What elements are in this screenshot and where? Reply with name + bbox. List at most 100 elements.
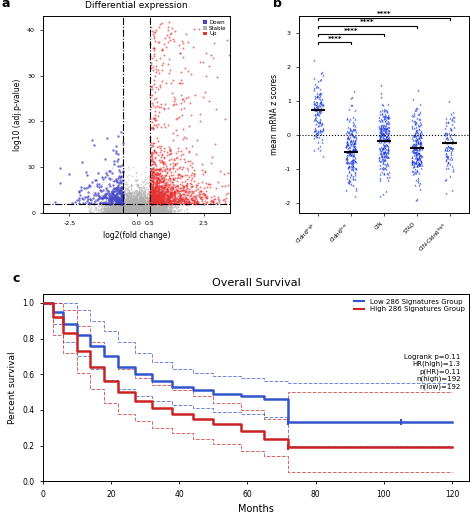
Point [132,205,140,214]
Point [166,147,174,155]
Point [113,205,121,213]
Point [188,70,195,78]
Point [175,191,182,200]
Point [150,193,157,202]
Point [224,189,232,198]
Point [134,206,142,215]
Point [144,207,152,215]
Point [138,208,146,217]
Point [168,202,175,211]
Point [120,206,128,214]
Point [155,207,163,215]
Point [149,200,157,208]
Point [132,209,139,217]
Point [119,201,127,209]
Point [110,205,118,214]
Point [123,207,130,215]
Point [137,194,144,203]
Point [99,196,106,205]
Point [149,208,157,217]
Point [124,205,132,213]
Point [126,207,134,216]
Point [161,205,168,213]
Point [122,204,130,213]
Point [418,150,425,159]
Point [381,135,389,144]
Point [136,205,144,214]
Point [136,193,143,201]
Point [122,208,129,216]
Point [157,196,165,204]
Point [128,202,136,211]
Point [141,207,148,215]
Point [146,208,153,216]
Point [140,202,148,211]
Point [152,205,160,214]
Point [150,208,158,216]
Point [102,203,109,212]
Point [125,194,133,202]
Point [139,202,147,210]
Point [158,194,166,202]
Point [138,208,146,216]
Point [159,204,167,213]
Point [131,207,139,215]
Point [157,123,164,131]
Point [145,206,152,215]
Point [180,97,188,105]
Point [167,199,175,208]
Point [132,208,139,216]
Point [149,196,156,204]
Point [141,208,148,216]
Point [126,193,134,202]
Point [106,192,114,200]
Point [145,208,152,216]
Point [118,209,126,217]
Point [132,204,140,213]
Point [113,197,120,206]
Point [130,206,138,215]
Point [379,110,386,118]
Point [189,192,196,200]
Point [132,202,139,211]
Point [109,208,117,217]
Point [315,83,322,92]
Point [131,204,139,213]
Point [141,197,148,206]
Point [158,202,166,210]
Point [319,124,327,133]
Point [444,139,451,147]
Point [146,208,154,216]
Point [144,203,151,212]
Point [139,205,146,214]
Point [112,197,120,206]
Point [161,171,169,180]
Point [345,161,353,170]
Point [159,172,167,181]
Point [448,154,456,163]
Point [310,99,318,108]
Point [134,207,141,215]
Point [205,179,213,188]
Point [349,142,356,150]
Point [141,201,148,209]
Point [129,208,137,216]
Point [147,206,155,214]
Point [189,43,197,51]
Point [147,197,155,206]
Point [148,209,156,217]
Point [115,196,123,204]
Point [178,165,186,174]
Point [175,79,183,88]
Point [129,200,137,209]
Point [170,184,177,193]
Point [127,208,134,216]
Point [118,183,126,191]
Point [161,207,168,215]
Point [134,208,141,217]
Point [129,206,137,215]
Point [145,181,152,190]
Point [126,203,133,212]
Point [118,198,126,207]
Point [147,206,155,215]
